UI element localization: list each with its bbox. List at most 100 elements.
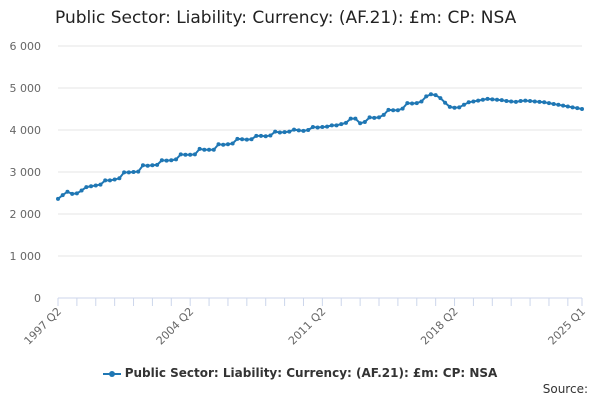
data-point[interactable] xyxy=(400,106,405,111)
data-point[interactable] xyxy=(386,107,391,112)
data-point[interactable] xyxy=(551,101,556,106)
data-point[interactable] xyxy=(438,96,443,101)
data-point[interactable] xyxy=(211,147,216,152)
data-point[interactable] xyxy=(258,133,263,138)
data-point[interactable] xyxy=(419,99,424,104)
data-point[interactable] xyxy=(60,193,65,198)
data-point[interactable] xyxy=(424,94,429,99)
data-point[interactable] xyxy=(282,130,287,135)
data-point[interactable] xyxy=(202,147,207,152)
data-point[interactable] xyxy=(518,99,523,104)
data-point[interactable] xyxy=(197,146,202,151)
data-point[interactable] xyxy=(367,115,372,120)
data-point[interactable] xyxy=(207,147,212,152)
data-point[interactable] xyxy=(315,125,320,130)
data-point[interactable] xyxy=(381,112,386,117)
data-point[interactable] xyxy=(504,99,509,104)
data-point[interactable] xyxy=(296,128,301,133)
data-point[interactable] xyxy=(70,191,75,196)
data-point[interactable] xyxy=(103,178,108,183)
data-point[interactable] xyxy=(320,125,325,130)
data-point[interactable] xyxy=(93,183,98,188)
data-point[interactable] xyxy=(443,100,448,105)
data-point[interactable] xyxy=(287,129,292,134)
data-point[interactable] xyxy=(329,123,334,128)
data-point[interactable] xyxy=(84,185,89,190)
data-point[interactable] xyxy=(447,104,452,109)
data-point[interactable] xyxy=(414,101,419,106)
data-point[interactable] xyxy=(301,128,306,133)
data-point[interactable] xyxy=(480,97,485,102)
data-point[interactable] xyxy=(112,177,117,182)
data-point[interactable] xyxy=(183,152,188,157)
data-point[interactable] xyxy=(240,137,245,142)
data-point[interactable] xyxy=(188,152,193,157)
data-point[interactable] xyxy=(428,92,433,97)
data-point[interactable] xyxy=(391,108,396,113)
data-point[interactable] xyxy=(457,105,462,110)
data-point[interactable] xyxy=(452,105,457,110)
data-point[interactable] xyxy=(136,169,141,174)
data-point[interactable] xyxy=(570,105,575,110)
data-point[interactable] xyxy=(372,115,377,120)
data-point[interactable] xyxy=(353,116,358,121)
data-point[interactable] xyxy=(471,99,476,104)
data-point[interactable] xyxy=(339,122,344,127)
data-point[interactable] xyxy=(221,142,226,147)
data-point[interactable] xyxy=(159,158,164,163)
data-point[interactable] xyxy=(348,116,353,121)
data-point[interactable] xyxy=(178,152,183,157)
data-point[interactable] xyxy=(325,124,330,129)
data-point[interactable] xyxy=(499,98,504,103)
data-point[interactable] xyxy=(107,178,112,183)
data-point[interactable] xyxy=(56,196,60,201)
data-point[interactable] xyxy=(164,158,169,163)
data-point[interactable] xyxy=(405,101,410,106)
data-point[interactable] xyxy=(174,157,179,162)
data-point[interactable] xyxy=(561,103,566,108)
data-point[interactable] xyxy=(377,115,382,120)
data-point[interactable] xyxy=(410,101,415,106)
data-point[interactable] xyxy=(310,125,315,130)
data-point[interactable] xyxy=(216,142,221,147)
data-point[interactable] xyxy=(362,120,367,125)
data-point[interactable] xyxy=(131,170,136,174)
data-point[interactable] xyxy=(235,136,240,141)
data-point[interactable] xyxy=(306,128,311,132)
data-point[interactable] xyxy=(192,152,197,157)
data-point[interactable] xyxy=(145,163,150,168)
data-point[interactable] xyxy=(575,106,580,111)
data-point[interactable] xyxy=(490,97,495,102)
data-point[interactable] xyxy=(277,130,282,135)
legend[interactable]: Public Sector: Liability: Currency: (AF.… xyxy=(0,366,600,380)
data-point[interactable] xyxy=(476,98,481,103)
data-point[interactable] xyxy=(523,98,528,103)
data-point[interactable] xyxy=(74,191,79,196)
data-point[interactable] xyxy=(358,121,363,126)
data-point[interactable] xyxy=(433,93,438,98)
data-point[interactable] xyxy=(556,102,561,107)
data-point[interactable] xyxy=(542,100,547,105)
data-point[interactable] xyxy=(249,137,254,142)
data-point[interactable] xyxy=(546,101,551,106)
data-point[interactable] xyxy=(485,96,490,101)
data-point[interactable] xyxy=(495,97,500,102)
data-point[interactable] xyxy=(532,99,537,104)
data-point[interactable] xyxy=(140,163,145,168)
data-point[interactable] xyxy=(122,170,127,175)
data-point[interactable] xyxy=(65,189,70,194)
data-point[interactable] xyxy=(225,142,230,147)
data-point[interactable] xyxy=(513,99,518,104)
data-point[interactable] xyxy=(155,162,160,167)
data-point[interactable] xyxy=(565,104,570,109)
data-point[interactable] xyxy=(117,176,122,181)
data-point[interactable] xyxy=(509,99,514,104)
data-point[interactable] xyxy=(268,133,273,138)
data-point[interactable] xyxy=(230,141,235,146)
data-point[interactable] xyxy=(79,188,84,193)
data-point[interactable] xyxy=(580,107,584,111)
data-point[interactable] xyxy=(395,108,400,113)
data-point[interactable] xyxy=(244,137,249,142)
data-point[interactable] xyxy=(150,163,155,168)
data-point[interactable] xyxy=(466,100,471,105)
